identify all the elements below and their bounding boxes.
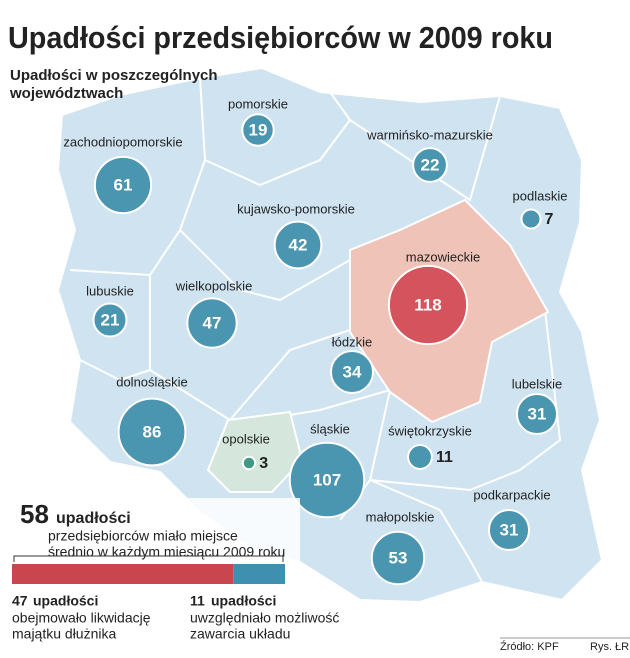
bubble: [241, 113, 275, 147]
bubble: [92, 302, 128, 338]
bubble-value: 21: [101, 310, 120, 329]
map: [56, 66, 604, 604]
bubble-value: 42: [289, 235, 308, 254]
bubble-value: 31: [500, 520, 519, 539]
bracket: [13, 555, 284, 562]
part-text: majątku dłużnika: [12, 626, 116, 642]
bubble: [288, 441, 366, 519]
part-value: 47: [12, 593, 28, 609]
summary-unit: upadłości: [56, 510, 131, 527]
region-name: lubelskie: [512, 376, 563, 391]
region-name: wielkopolskie: [175, 278, 253, 293]
bubble-value: 47: [203, 313, 222, 332]
bubble-value: 3: [259, 455, 268, 472]
region-name: opolskie: [222, 431, 270, 446]
summary-text: średnio w każdym miesiącu 2009 roku: [48, 544, 285, 560]
bubble: [520, 208, 542, 230]
bubble-value: 11: [436, 449, 453, 466]
region-name: warmińsko-mazurskie: [366, 127, 493, 142]
bubble-value: 86: [143, 422, 162, 441]
bubble: [330, 350, 374, 394]
bubble: [370, 530, 426, 586]
border: [149, 329, 351, 422]
border: [79, 275, 151, 382]
region-name: małopolskie: [366, 509, 435, 524]
summary-text: przedsiębiorców miało miejsce: [48, 528, 238, 544]
border: [289, 309, 562, 492]
bubble: [412, 147, 448, 183]
bubble: [186, 297, 238, 349]
region-name: dolnośląskie: [116, 374, 188, 389]
region-name: łódzkie: [332, 334, 372, 349]
bubble-value: 118: [414, 295, 441, 314]
part-text: obejmowało likwidację: [12, 610, 151, 626]
region-name: kujawsko-pomorskie: [237, 201, 355, 216]
region-name: zachodniopomorskie: [63, 134, 182, 149]
region-name: lubuskie: [86, 283, 134, 298]
bubble: [241, 455, 257, 471]
bubble-value: 53: [389, 548, 408, 567]
bubble: [273, 220, 323, 270]
bubble: [515, 392, 559, 436]
bubble-value: 22: [421, 155, 440, 174]
bubble-value: 19: [249, 120, 268, 139]
bubble-value: 7: [545, 211, 554, 228]
subtitle: województwach: [9, 85, 123, 102]
part-unit: upadłości: [33, 593, 98, 609]
region-name: śląskie: [310, 421, 350, 436]
bubble: [407, 444, 433, 470]
region-name: podlaskie: [513, 188, 568, 203]
bubble-value: 61: [114, 175, 133, 194]
part-unit: upadłości: [211, 593, 276, 609]
title: Upadłości przedsiębiorców w 2009 roku: [8, 20, 553, 55]
region-opolskie: [206, 410, 304, 493]
bubble-value: 31: [528, 404, 547, 423]
source: Źródło: KPF: [500, 640, 559, 653]
bubble: [487, 508, 531, 552]
part-text: zawarcia układu: [190, 626, 290, 642]
bar-segment: [12, 564, 234, 584]
bubble-value: 34: [343, 362, 362, 381]
summary-total: 58: [20, 499, 49, 529]
bubble-value: 107: [313, 470, 341, 489]
part-text: uwzględniało możliwość: [190, 610, 339, 626]
region-name: świętokrzyskie: [388, 423, 472, 438]
bar-segment: [233, 564, 285, 584]
bubble: [387, 264, 469, 346]
bubble: [93, 155, 153, 215]
border: [349, 95, 501, 202]
credit: Rys. ŁR: [590, 641, 629, 653]
border: [204, 91, 352, 187]
region-name: mazowieckie: [406, 249, 480, 264]
subtitle: Upadłości w poszczególnych: [10, 67, 218, 84]
part-value: 11: [190, 593, 205, 609]
bubbles: pomorskie 19 zachodniopomorskie 61 warmińsko…: [63, 96, 568, 586]
bubble: [117, 397, 187, 467]
border: [179, 229, 351, 302]
region-name: podkarpackie: [473, 487, 550, 502]
region-name: pomorskie: [228, 96, 288, 111]
